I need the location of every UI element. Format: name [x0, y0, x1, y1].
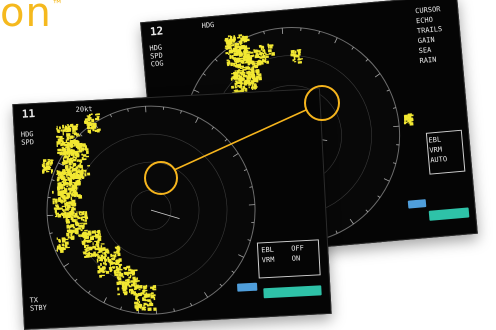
highlight-circle-back [305, 86, 339, 120]
connector-line [174, 110, 306, 170]
highlight-circle-front [145, 162, 177, 194]
